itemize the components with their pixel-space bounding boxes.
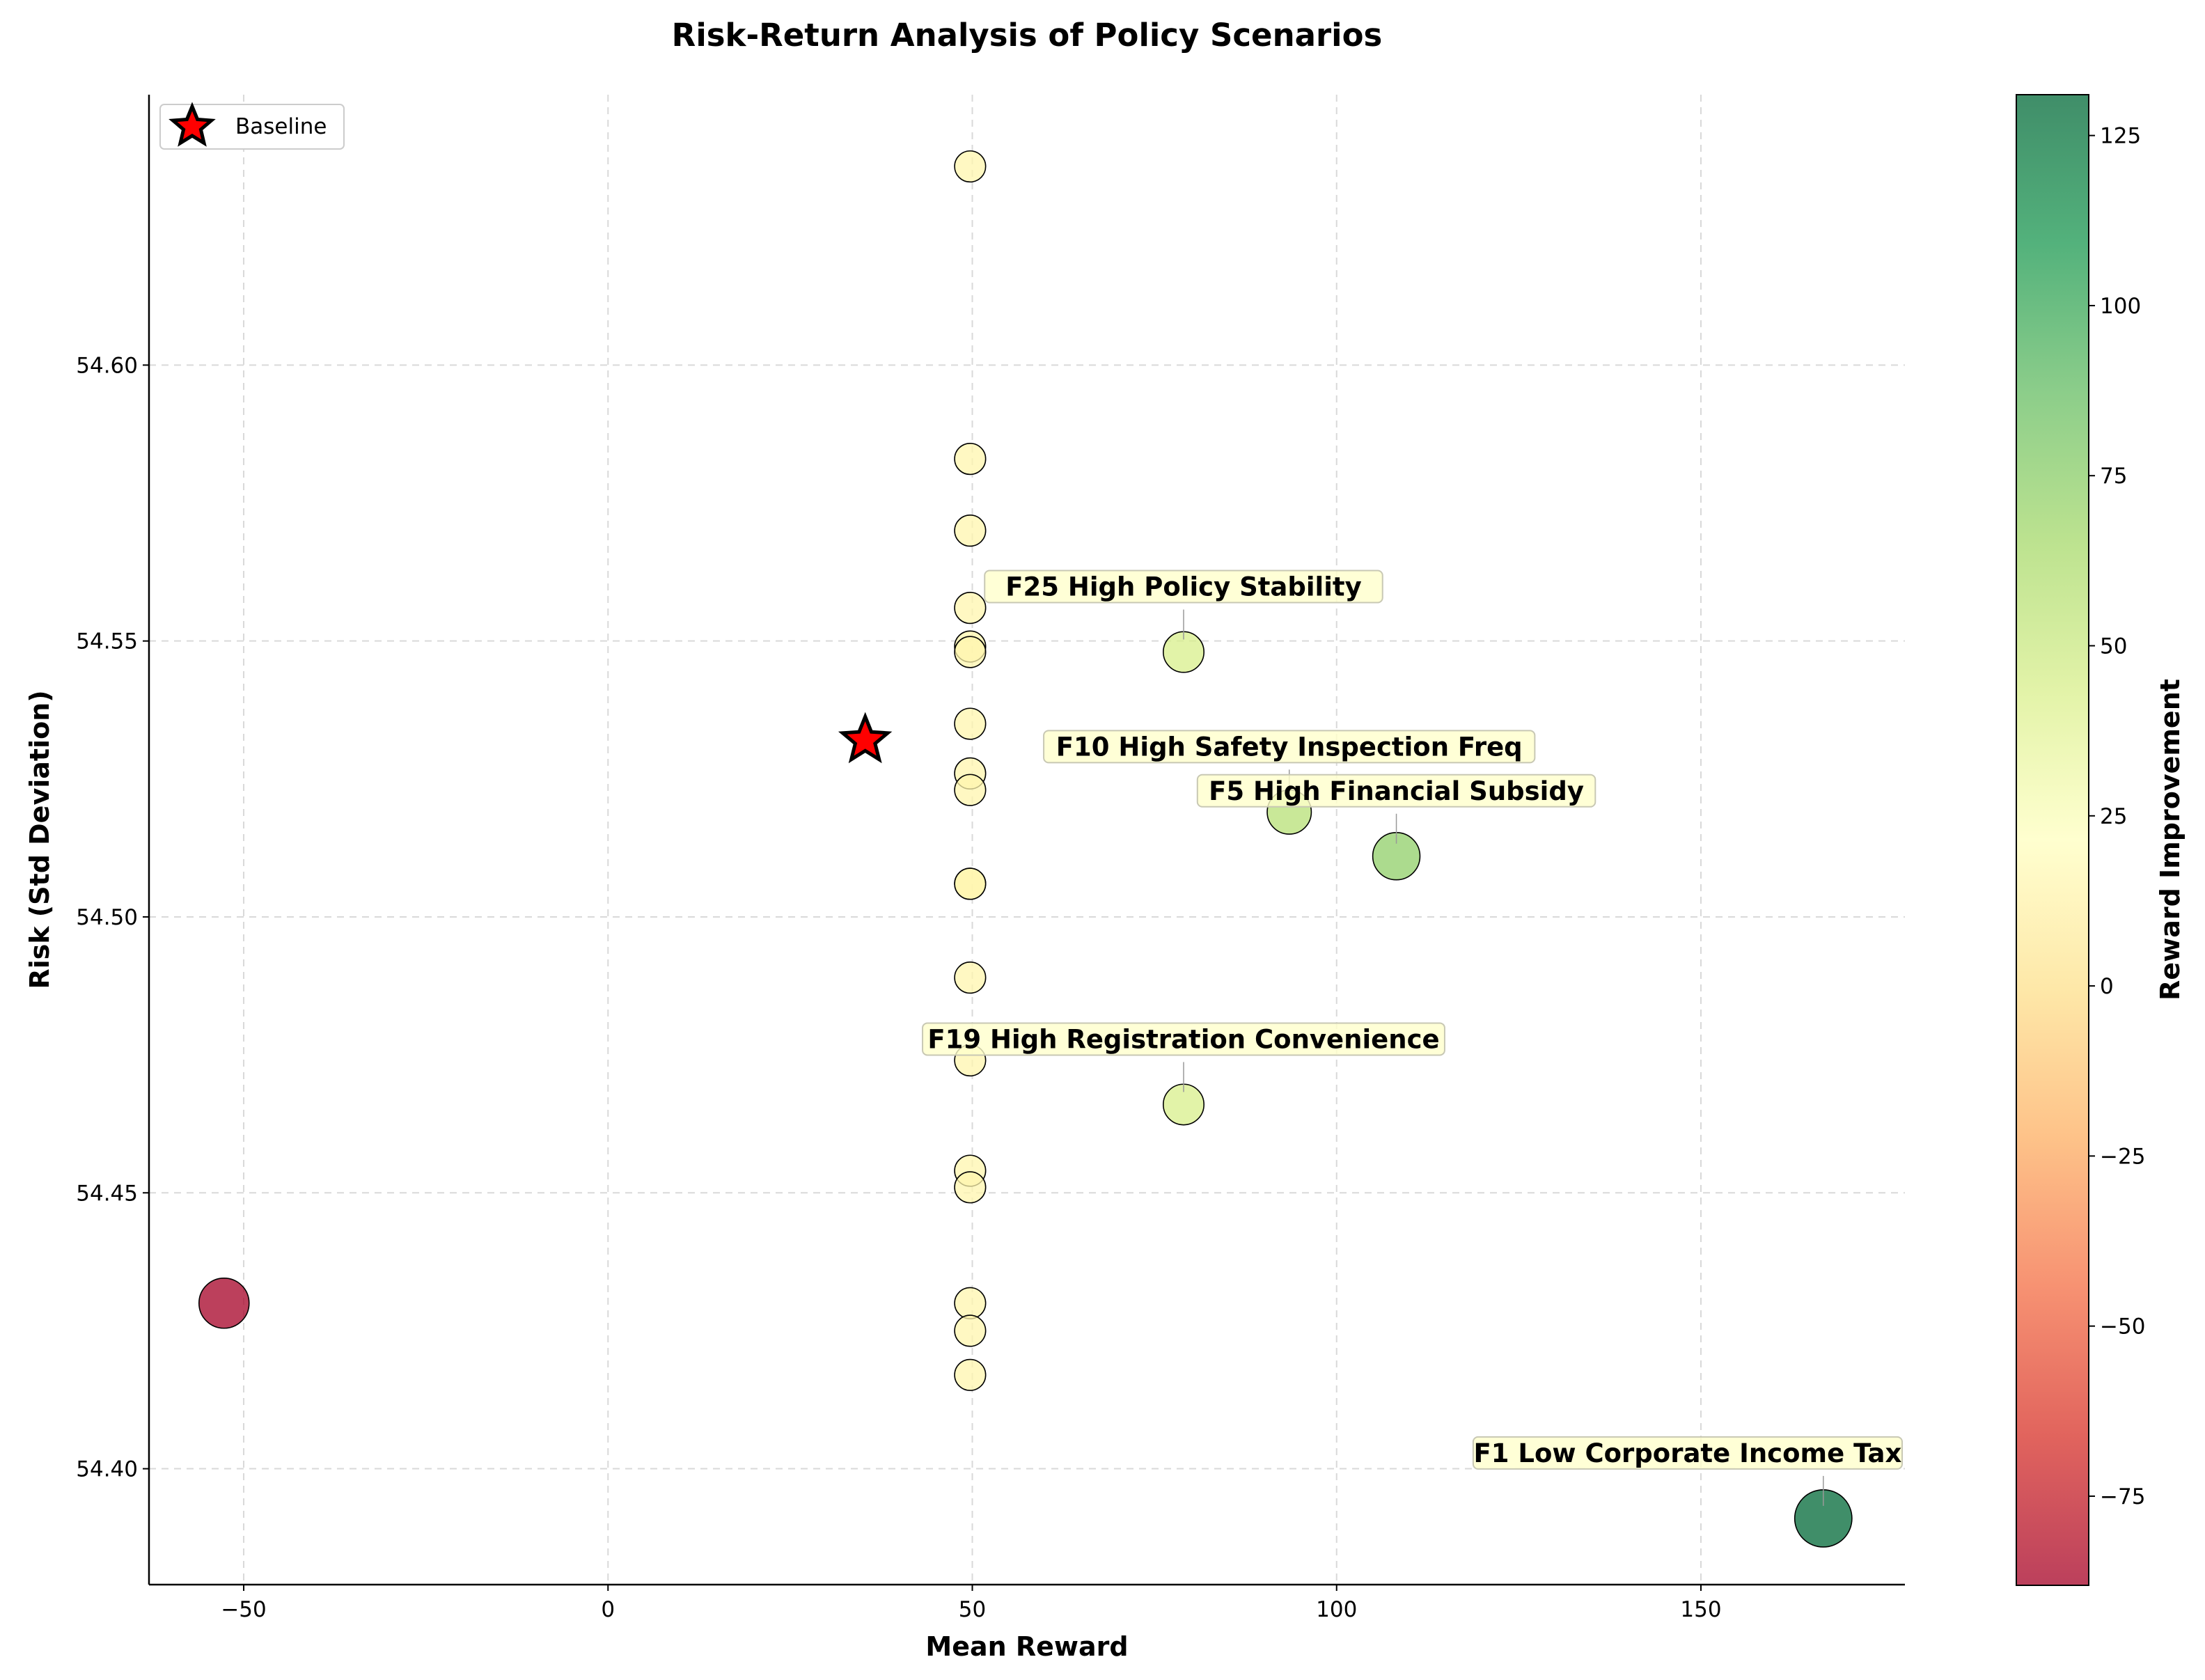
baseline-star-marker [838, 712, 893, 764]
y-axis-label: Risk (Std Deviation) [24, 690, 55, 989]
scatter-points [198, 150, 1853, 1548]
annotation-label: F10 High Safety Inspection Freq [1056, 732, 1523, 762]
scatter-point [198, 1277, 250, 1329]
scatter-point [954, 961, 987, 994]
scatter-point [954, 707, 987, 740]
y-tick-label: 54.60 [76, 353, 138, 378]
annotations: F25 High Policy Stability F10 High Safety… [922, 570, 1903, 1506]
x-tick-label: −50 [221, 1597, 266, 1622]
scatter-point [954, 443, 987, 476]
annotation-label: F25 High Policy Stability [1005, 572, 1361, 602]
annotation-label: F1 Low Corporate Income Tax [1474, 1438, 1902, 1468]
annotation-label: F19 High Registration Convenience [927, 1024, 1439, 1054]
scatter-point [954, 636, 987, 668]
colorbar-tick-label: −75 [2100, 1484, 2145, 1509]
annotation-box [922, 1022, 1445, 1056]
colorbar-ticks: −75 −50 −25 0 25 50 75 100 125 [2089, 124, 2145, 1509]
colorbar-tick-label: −50 [2100, 1314, 2145, 1340]
y-axis-ticks: 54.40 54.45 54.50 54.55 54.60 [76, 353, 149, 1482]
x-tick-label: 100 [1316, 1597, 1357, 1622]
annotation-label: F5 High Financial Subsidy [1209, 776, 1584, 806]
legend: Baseline [159, 102, 345, 150]
colorbar-tick-label: 50 [2100, 634, 2127, 659]
scatter-point [954, 150, 987, 183]
annotation-box [1196, 774, 1596, 808]
colorbar-gradient [2016, 95, 2089, 1585]
scatter-point [954, 868, 987, 900]
legend-label: Baseline [235, 114, 327, 139]
colorbar-tick-label: 0 [2100, 974, 2114, 999]
annotation-box [1043, 730, 1536, 764]
scatter-point [954, 1314, 987, 1347]
colorbar-tick-label: 25 [2100, 804, 2127, 829]
x-tick-label: 50 [959, 1597, 986, 1622]
colorbar-tick-label: 125 [2100, 124, 2141, 149]
y-tick-label: 54.50 [76, 905, 138, 930]
legend-baseline-star-icon [168, 102, 216, 147]
colorbar-tick-label: 75 [2100, 464, 2127, 489]
colorbar: −75 −50 −25 0 25 50 75 100 125 Reward Improvemen… [2016, 94, 2186, 1586]
scatter-point [954, 515, 987, 547]
x-tick-label: 0 [601, 1597, 615, 1622]
y-tick-label: 54.40 [76, 1457, 138, 1482]
scatter-point [954, 774, 987, 806]
colorbar-tick-label: −25 [2100, 1144, 2145, 1169]
y-tick-label: 54.45 [76, 1181, 138, 1206]
x-axis-ticks: −50 0 50 100 150 [221, 1585, 1722, 1622]
legend-box [159, 104, 345, 150]
scatter-point [954, 1358, 987, 1391]
x-tick-label: 150 [1680, 1597, 1721, 1622]
annotation-box [1472, 1436, 1903, 1470]
scatter-point [954, 592, 987, 625]
colorbar-frame [2016, 94, 2089, 1586]
colorbar-label: Reward Improvement [2155, 679, 2186, 1000]
scatter-point [954, 1287, 987, 1319]
chart-title: Risk-Return Analysis of Policy Scenarios [672, 17, 1383, 54]
annotation-box [984, 570, 1383, 604]
grid-lines [149, 95, 1905, 1585]
x-axis-label: Mean Reward [925, 1631, 1128, 1662]
colorbar-tick-label: 100 [2100, 294, 2141, 319]
scatter-point [954, 1171, 987, 1204]
y-tick-label: 54.55 [76, 629, 138, 654]
